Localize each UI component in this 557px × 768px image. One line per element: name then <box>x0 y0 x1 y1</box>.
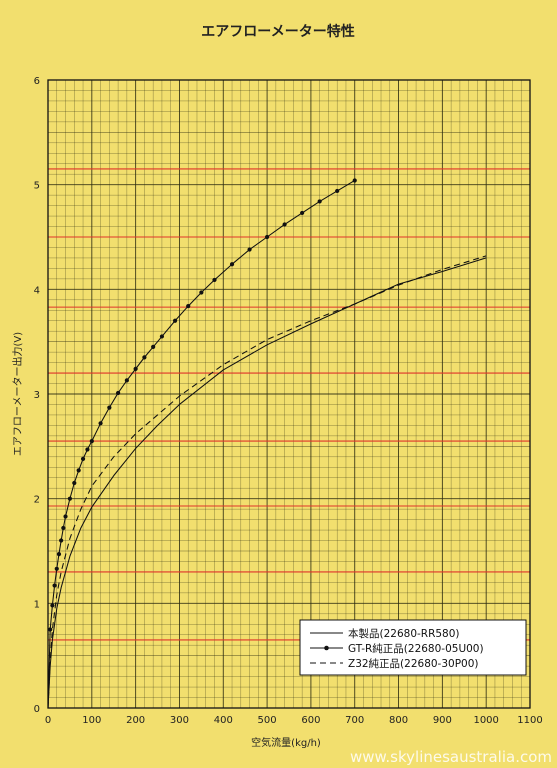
legend-label-2: Z32純正品(22680-30P00) <box>348 657 479 670</box>
y-tick-label: 1 <box>34 599 40 610</box>
data-point <box>59 538 64 543</box>
data-point <box>151 344 156 349</box>
data-point <box>52 583 57 588</box>
y-tick-label: 5 <box>34 181 40 192</box>
data-point <box>186 303 191 309</box>
chart-title: エアフローメーター特性 <box>201 23 354 40</box>
y-tick-label: 6 <box>34 76 40 87</box>
legend-label-0: 本製品(22680-RR580) <box>348 627 460 640</box>
y-tick-label: 3 <box>34 390 40 401</box>
y-tick-labels: 0 1 2 3 4 5 6 <box>34 76 40 715</box>
x-tick-label: 400 <box>214 715 233 726</box>
data-point <box>54 566 59 571</box>
data-point <box>133 366 138 371</box>
data-point <box>264 234 270 240</box>
legend: 本製品(22680-RR580) GT-R純正品(22680-05U00) Z3… <box>299 619 527 676</box>
legend-marker-1 <box>324 645 329 651</box>
data-point <box>48 627 53 632</box>
x-tick-label: 500 <box>258 715 277 726</box>
data-point <box>352 178 357 183</box>
series-line-2 <box>47 255 487 709</box>
data-point <box>300 210 305 216</box>
data-point <box>63 514 68 519</box>
data-point <box>80 456 86 461</box>
data-point <box>247 247 252 252</box>
data-point <box>76 468 81 473</box>
red-reference-lines <box>48 168 530 641</box>
data-point <box>124 378 129 383</box>
data-point <box>282 222 287 227</box>
plot-frame <box>47 79 531 709</box>
data-point <box>229 262 235 267</box>
grid <box>47 79 531 709</box>
x-tick-label: 900 <box>433 715 452 726</box>
series-1 <box>47 178 357 709</box>
data-point <box>199 290 204 295</box>
data-point <box>159 334 165 339</box>
x-tick-label: 300 <box>170 715 189 726</box>
series-lines <box>47 178 487 709</box>
data-point <box>89 439 94 444</box>
data-point <box>172 318 178 323</box>
x-tick-label: 700 <box>345 715 364 726</box>
y-axis-label: エアフローメーター出力(V) <box>11 332 24 456</box>
data-point <box>98 421 103 426</box>
data-point <box>317 199 322 204</box>
data-point <box>50 603 55 608</box>
data-point <box>335 188 340 194</box>
data-point <box>56 552 62 557</box>
x-tick-label: 100 <box>82 715 101 726</box>
x-tick-label: 600 <box>301 715 320 726</box>
x-tick-label: 0 <box>45 715 51 726</box>
data-point <box>116 390 121 396</box>
x-tick-label: 200 <box>126 715 145 726</box>
x-tick-labels: 0 100 200 300 400 500 600 700 800 900 1000 1100 <box>45 715 543 726</box>
data-point <box>67 496 73 501</box>
y-tick-label: 4 <box>34 285 40 296</box>
data-point <box>61 525 66 531</box>
x-tick-label: 1000 <box>473 715 498 726</box>
x-tick-label: 1100 <box>517 715 542 726</box>
series-2 <box>47 255 487 709</box>
data-point <box>142 355 147 360</box>
x-tick-label: 800 <box>389 715 408 726</box>
y-tick-label: 0 <box>34 704 40 715</box>
data-point <box>107 405 112 410</box>
legend-label-1: GT-R純正品(22680-05U00) <box>348 642 484 655</box>
data-point <box>85 447 90 452</box>
y-tick-label: 2 <box>34 495 40 506</box>
watermark: www.skylinesaustralia.com <box>350 748 552 766</box>
data-point <box>212 277 217 283</box>
data-point <box>72 480 77 486</box>
x-axis-label: 空気流量(kg/h) <box>251 736 321 749</box>
